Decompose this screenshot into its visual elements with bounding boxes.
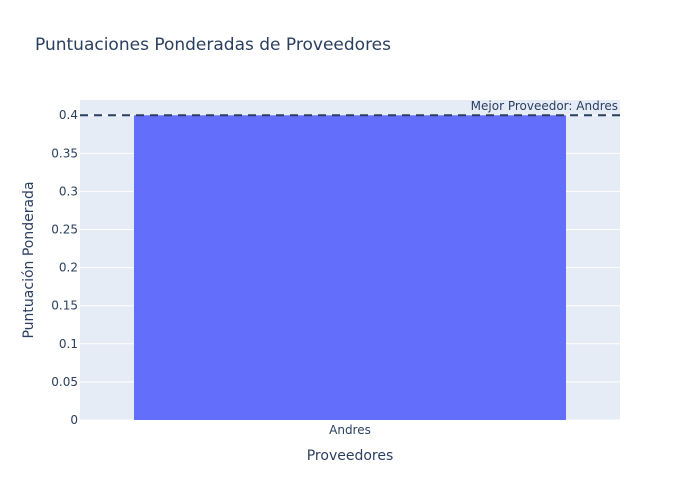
y-tick-label: 0.3 — [59, 184, 78, 198]
chart-title: Puntuaciones Ponderadas de Proveedores — [35, 35, 391, 55]
x-tick-label: Andres — [329, 423, 371, 437]
y-tick-label: 0 — [70, 413, 78, 427]
y-axis-title: Puntuación Ponderada — [21, 181, 37, 338]
y-tick-label: 0.15 — [51, 299, 78, 313]
y-tick-label: 0.05 — [51, 375, 78, 389]
y-tick-label: 0.25 — [51, 223, 78, 237]
y-tick-label: 0.4 — [59, 108, 78, 122]
x-axis-ticks: Andres — [329, 423, 371, 437]
bar-andres — [134, 115, 566, 420]
y-tick-label: 0.1 — [59, 337, 78, 351]
y-tick-label: 0.35 — [51, 146, 78, 160]
y-tick-label: 0.2 — [59, 261, 78, 275]
bars — [134, 115, 566, 420]
y-axis-ticks: 0 0.05 0.1 0.15 0.2 0.25 0.3 0.35 0.4 — [51, 108, 78, 427]
x-axis-title: Proveedores — [307, 448, 394, 464]
reference-line-group: Mejor Proveedor: Andres — [80, 99, 620, 117]
reference-line-label: Mejor Proveedor: Andres — [471, 99, 618, 113]
